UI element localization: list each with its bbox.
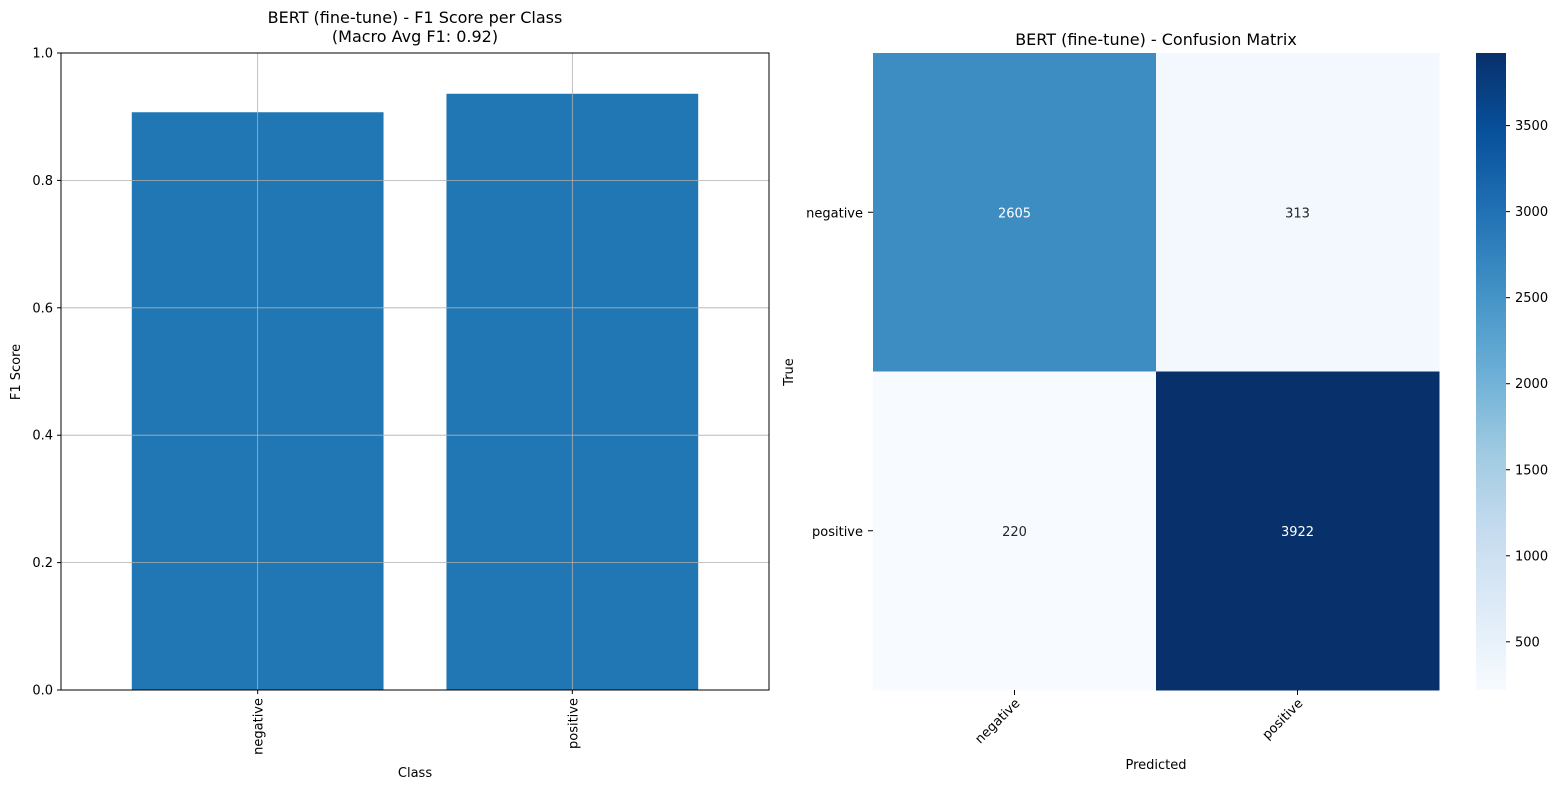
colorbar-tick-label: 2500 [1515, 291, 1548, 306]
cm-y-axis: negative positive [806, 206, 873, 540]
cm-x-tick-label: negative [973, 696, 1024, 747]
cm-x-tick-label: positive [1260, 696, 1307, 743]
confusion-matrix: BERT (fine-tune) - Confusion Matrix 2605… [782, 30, 1548, 773]
bar-chart-title: BERT (fine-tune) - F1 Score per Class (Ma… [268, 8, 563, 46]
cm-y-axis-label: True [782, 358, 797, 387]
cm-cell [1156, 371, 1440, 691]
bar-plot-frame [60, 52, 770, 691]
cm-x-axis: negative positive [973, 690, 1307, 747]
bar-x-axis-label: Class [398, 766, 432, 781]
colorbar-tick-label: 2000 [1515, 377, 1548, 392]
bar-y-axis: 0.0 0.2 0.4 0.6 0.8 1.0 [32, 47, 61, 699]
bar-x-axis: negative positive [252, 690, 581, 755]
bar-chart-title-line: BERT (fine-tune) - F1 Score per Class [268, 8, 563, 27]
cm-x-axis-label: Predicted [1125, 758, 1186, 773]
cm-cell [873, 371, 1157, 691]
bar-x-tick-label: negative [252, 698, 267, 755]
colorbar-tick-label: 500 [1515, 635, 1540, 650]
cm-y-tick-label: positive [812, 525, 863, 540]
bar-y-tick-label: 0.4 [32, 429, 53, 444]
cm-cell-value: 220 [1002, 525, 1027, 540]
colorbar-ticks: 500 1000 1500 2000 2500 3000 3500 [1506, 119, 1548, 650]
colorbar-gradient [1476, 53, 1506, 690]
cm-cell-value: 313 [1285, 206, 1310, 221]
cm-y-tick-label: negative [806, 206, 863, 221]
cm-title: BERT (fine-tune) - Confusion Matrix [1015, 30, 1297, 49]
cm-cells [873, 53, 1440, 691]
bar-y-axis-label: F1 Score [9, 344, 24, 400]
cm-cell-value: 3922 [1281, 525, 1314, 540]
colorbar-tick-label: 3500 [1515, 119, 1548, 134]
bar-y-tick-label: 0.0 [32, 684, 53, 699]
cm-cell [873, 53, 1157, 372]
colorbar-tick-label: 3000 [1515, 205, 1548, 220]
colorbar: 500 1000 1500 2000 2500 3000 3500 [1476, 53, 1548, 690]
bar-x-tick-label: positive [566, 698, 581, 749]
colorbar-tick-label: 1500 [1515, 463, 1548, 478]
cm-annotations: 2605 313 220 3922 [998, 206, 1314, 540]
bar-series [131, 93, 699, 691]
bar-y-tick-label: 0.2 [32, 556, 53, 571]
cm-cell-value: 2605 [998, 206, 1031, 221]
bar-y-tick-label: 1.0 [32, 47, 53, 62]
bar-y-tick-label: 0.6 [32, 301, 53, 316]
bar-chart-title-line: (Macro Avg F1: 0.92) [332, 27, 498, 46]
bar-y-tick-label: 0.8 [32, 174, 53, 189]
f1-bar-chart: BERT (fine-tune) - F1 Score per Class (Ma… [9, 8, 770, 781]
cm-cell [1156, 53, 1440, 372]
colorbar-tick-label: 1000 [1515, 549, 1548, 564]
